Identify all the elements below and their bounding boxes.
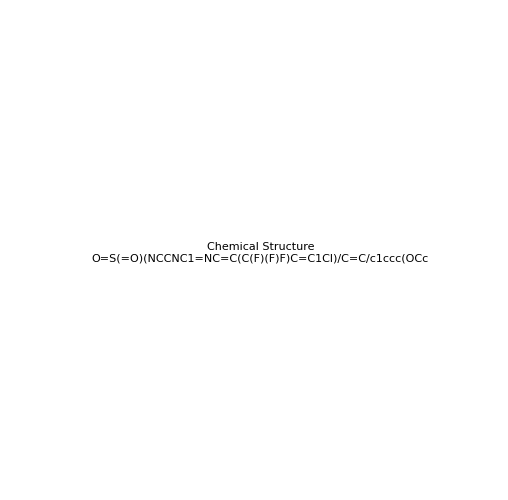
Text: Chemical Structure
O=S(=O)(NCCNC1=NC=C(C(F)(F)F)C=C1Cl)/C=C/c1ccc(OCc: Chemical Structure O=S(=O)(NCCNC1=NC=C(C…	[92, 242, 429, 264]
